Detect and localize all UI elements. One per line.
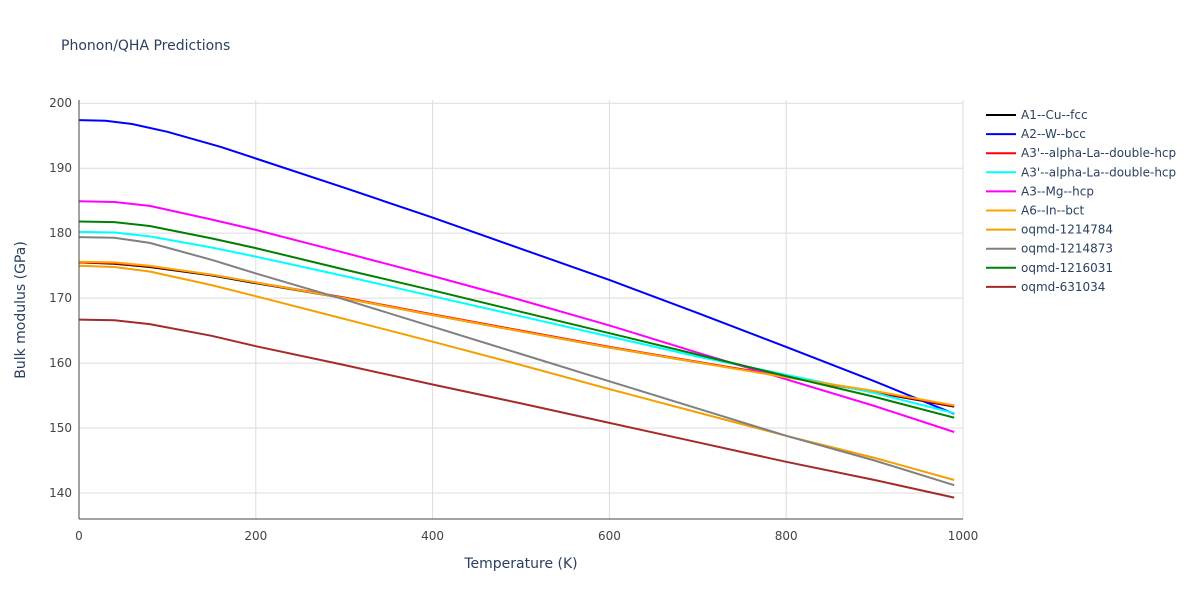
legend-item-0[interactable]: A1--Cu--fcc: [986, 108, 1088, 122]
legend-label: A3'--alpha-La--double-hcp: [1021, 146, 1176, 160]
legend-item-7[interactable]: oqmd-1214873: [986, 242, 1113, 256]
legend-label: A2--W--bcc: [1021, 127, 1086, 141]
y-tick-label: 160: [49, 356, 72, 370]
legend-label: oqmd-1216031: [1021, 261, 1113, 275]
legend-label: oqmd-631034: [1021, 280, 1105, 294]
series-line-8: [78, 220, 955, 419]
y-tick-label: 140: [49, 486, 72, 500]
series-line-9: [78, 318, 955, 499]
y-tick-label: 150: [49, 421, 72, 435]
x-tick-label: 200: [244, 529, 267, 543]
y-tick-label: 170: [49, 291, 72, 305]
legend-item-4[interactable]: A3--Mg--hcp: [986, 184, 1094, 198]
legend-item-3[interactable]: A3'--alpha-La--double-hcp: [986, 165, 1176, 179]
y-tick-labels: 140 150 160 170 180 190 200: [49, 96, 72, 500]
legend-label: A1--Cu--fcc: [1021, 108, 1088, 122]
legend-label: A6--In--bct: [1021, 204, 1085, 218]
legend-label: oqmd-1214873: [1021, 242, 1113, 256]
x-tick-label: 400: [421, 529, 444, 543]
x-tick-label: 1000: [948, 529, 979, 543]
y-axis-title: Bulk modulus (GPa): [13, 241, 29, 379]
plot-area: [78, 119, 955, 499]
series-line-5: [78, 260, 955, 407]
grid-lines: [79, 100, 964, 519]
legend-label: A3--Mg--hcp: [1021, 184, 1094, 198]
x-tick-label: 600: [598, 529, 621, 543]
chart-title: Phonon/QHA Predictions: [61, 38, 230, 54]
legend-item-9[interactable]: oqmd-631034: [986, 280, 1105, 294]
y-tick-label: 200: [49, 96, 72, 110]
legend-item-8[interactable]: oqmd-1216031: [986, 261, 1113, 275]
legend-item-2[interactable]: A3'--alpha-La--double-hcp: [986, 146, 1176, 160]
x-tick-label: 800: [775, 529, 798, 543]
series-line-4: [78, 200, 955, 433]
series-line-3: [78, 230, 955, 415]
series-line-1: [78, 119, 955, 415]
y-tick-label: 180: [49, 226, 72, 240]
legend-item-6[interactable]: oqmd-1214784: [986, 223, 1113, 237]
x-tick-label: 0: [75, 529, 83, 543]
legend-item-5[interactable]: A6--In--bct: [986, 204, 1085, 218]
legend-item-1[interactable]: A2--W--bcc: [986, 127, 1086, 141]
legend[interactable]: A1--Cu--fcc A2--W--bcc A3'--alpha-La--doub…: [986, 108, 1176, 294]
x-tick-labels: 0 200 400 600 800 1000: [75, 529, 978, 543]
legend-label: oqmd-1214784: [1021, 223, 1113, 237]
legend-label: A3'--alpha-La--double-hcp: [1021, 165, 1176, 179]
series-line-7: [78, 236, 955, 487]
y-tick-label: 190: [49, 161, 72, 175]
x-axis-title: Temperature (K): [463, 556, 577, 572]
